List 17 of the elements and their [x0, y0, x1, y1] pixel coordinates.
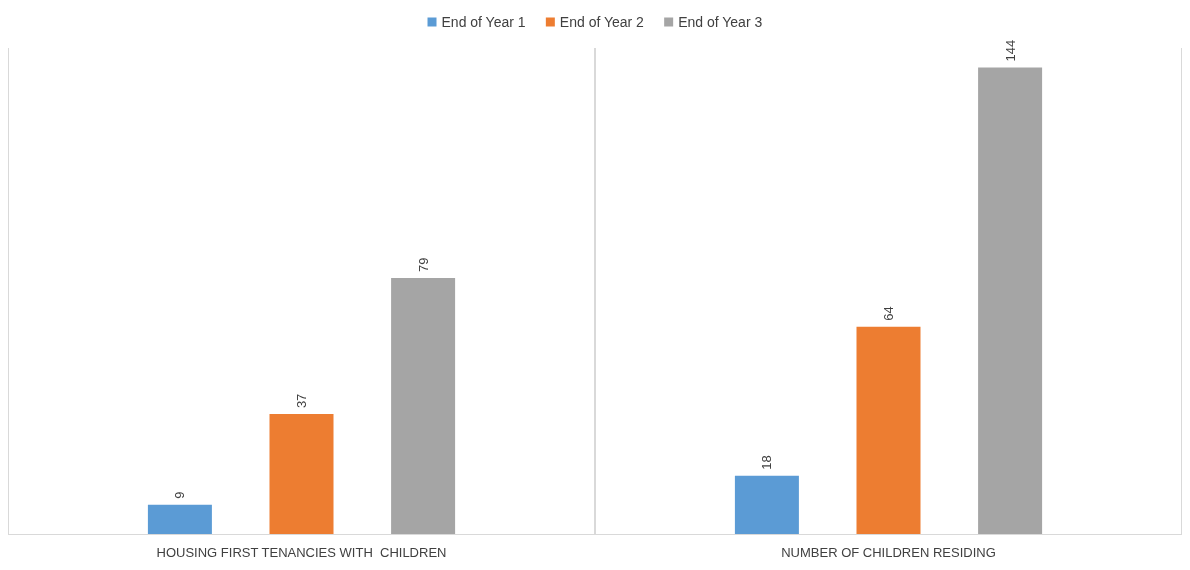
bar [856, 326, 921, 534]
data-label: 9 [172, 491, 188, 499]
data-label: 37 [294, 393, 309, 409]
bar [978, 67, 1043, 534]
legend-label: End of Year 3 [678, 14, 763, 30]
data-label: 79 [415, 257, 431, 273]
x-tick-label: NUMBER OF CHILDREN RESIDING [781, 545, 996, 560]
x-tick-label: HOUSING FIRST TENANCIES WITH CHILDREN [156, 545, 447, 560]
data-label: 64 [881, 306, 896, 321]
data-label: 18 [759, 455, 775, 470]
bar [734, 475, 799, 534]
bar [269, 414, 334, 534]
bar [391, 278, 456, 534]
legend-label: End of Year 1 [441, 14, 526, 30]
legend-label: End of Year 2 [559, 14, 645, 30]
data-label: 144 [1002, 39, 1018, 62]
bar [147, 504, 212, 534]
